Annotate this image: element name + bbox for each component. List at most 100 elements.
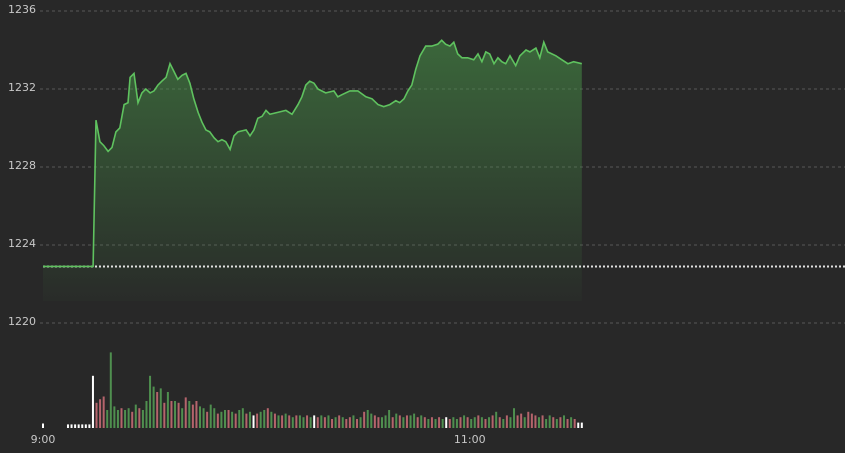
volume-bar	[88, 424, 91, 428]
volume-bar	[520, 413, 523, 428]
volume-bar	[505, 415, 508, 428]
volume-bar	[566, 419, 569, 428]
volume-bar	[223, 410, 226, 428]
volume-bar	[291, 417, 294, 428]
volume-bar	[527, 411, 530, 428]
volume-bar	[345, 419, 348, 428]
volume-bar	[430, 417, 433, 428]
volume-bar	[170, 401, 173, 428]
volume-bar	[559, 417, 562, 428]
volume-bar	[106, 410, 109, 428]
volume-bar	[74, 424, 77, 428]
price-line	[43, 39, 582, 268]
volume-bar	[402, 417, 405, 428]
volume-bar	[548, 415, 551, 428]
volume-bar	[473, 417, 476, 428]
volume-bar	[391, 417, 394, 428]
volume-bar	[363, 411, 366, 428]
volume-bar	[502, 419, 505, 428]
volume-bar	[523, 417, 526, 428]
volume-bar	[252, 415, 255, 428]
volume-bar	[256, 413, 259, 428]
volume-bar	[398, 415, 401, 428]
volume-bar	[370, 413, 373, 428]
volume-bar	[366, 410, 369, 428]
volume-bar	[463, 415, 466, 428]
volume-bar	[445, 417, 448, 428]
x-tick-label: 11:00	[454, 433, 486, 446]
volume-bar	[273, 413, 276, 428]
volume-bar	[388, 410, 391, 428]
volume-bar	[423, 417, 426, 428]
volume-bar	[188, 401, 191, 428]
volume-bar	[313, 415, 316, 428]
volume-bar	[413, 413, 416, 428]
volume-bar	[466, 417, 469, 428]
volume-bar	[248, 411, 251, 428]
volume-bar	[202, 408, 205, 428]
volume-bar	[498, 417, 501, 428]
volume-bar	[541, 415, 544, 428]
volume-bar	[338, 415, 341, 428]
volume-bar	[470, 419, 473, 428]
volume-bar	[455, 419, 458, 428]
volume-bar	[341, 417, 344, 428]
volume-bar	[573, 419, 576, 428]
volume-bar	[66, 424, 69, 428]
volume-bar	[434, 419, 437, 428]
volume-bar	[199, 406, 202, 428]
volume-bar	[562, 415, 565, 428]
volume-bar	[405, 415, 408, 428]
volume-bar	[552, 417, 555, 428]
volume-bar	[134, 404, 137, 428]
volume-bar	[138, 408, 141, 428]
volume-bar	[373, 415, 376, 428]
volume-bar	[416, 417, 419, 428]
volume-bar	[577, 422, 580, 428]
volume-bar	[409, 415, 412, 428]
volume-bar	[91, 375, 94, 428]
volume-bar	[213, 408, 216, 428]
volume-bar	[181, 408, 184, 428]
volume-bar	[81, 424, 84, 428]
volume-bar	[534, 415, 537, 428]
volume-bar	[513, 408, 516, 428]
volume-bar	[570, 417, 573, 428]
x-tick-label: 9:00	[31, 433, 56, 446]
volume-bar	[441, 419, 444, 428]
volume-bar	[281, 415, 284, 428]
volume-bar	[152, 386, 155, 428]
volume-bar	[245, 413, 248, 428]
volume-bar	[327, 415, 330, 428]
volume-bar	[99, 399, 102, 428]
volume-bar	[352, 415, 355, 428]
volume-bar	[438, 417, 441, 428]
volume-bar	[227, 410, 230, 428]
volume-bar	[241, 408, 244, 428]
volume-bar	[116, 410, 119, 428]
volume-bar	[163, 402, 166, 428]
volume-bar	[316, 417, 319, 428]
y-tick-label: 1228	[8, 159, 36, 172]
volume-bar	[580, 422, 583, 428]
volume-bar	[448, 419, 451, 428]
volume-bar	[270, 411, 273, 428]
y-tick-label: 1220	[8, 315, 36, 328]
volume-bar	[191, 404, 194, 428]
volume-bar	[141, 410, 144, 428]
volume-bar	[295, 415, 298, 428]
volume-bar	[452, 417, 455, 428]
volume-bar	[288, 415, 291, 428]
volume-bar	[309, 417, 312, 428]
volume-bar	[220, 411, 223, 428]
volume-bar	[427, 419, 430, 428]
volume-bar	[395, 413, 398, 428]
volume-bar	[348, 417, 351, 428]
volume-bar	[459, 417, 462, 428]
volume-bar	[209, 404, 212, 428]
volume-bar	[84, 424, 87, 428]
volume-bar	[113, 406, 116, 428]
volume-bar	[495, 411, 498, 428]
volume-bar	[124, 410, 127, 428]
volume-bar	[306, 415, 309, 428]
